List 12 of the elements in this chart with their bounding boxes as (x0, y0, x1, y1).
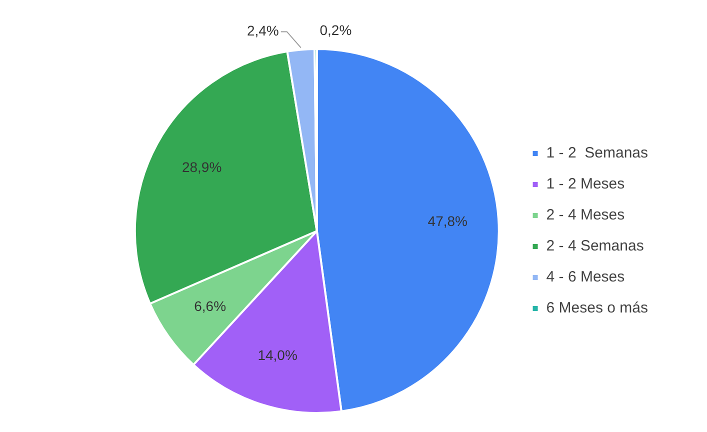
legend-label: 6 Meses o más (546, 300, 648, 317)
legend-label: 1 - 2 Semanas (546, 144, 648, 162)
legend-label: 2 - 4 Meses (546, 206, 625, 224)
data-label: 14,0% (258, 346, 298, 363)
data-label: 2,4% (246, 22, 279, 39)
legend-label: 1 - 2 Meses (546, 176, 625, 193)
legend-label: 4 - 6 Meses (546, 268, 625, 286)
data-label: 6,6% (194, 298, 226, 314)
data-label: 28,9% (182, 159, 222, 176)
data-label: 47,8% (428, 213, 468, 230)
data-label: 0,2% (320, 22, 352, 38)
legend-label: 2 - 4 Semanas (546, 238, 644, 255)
